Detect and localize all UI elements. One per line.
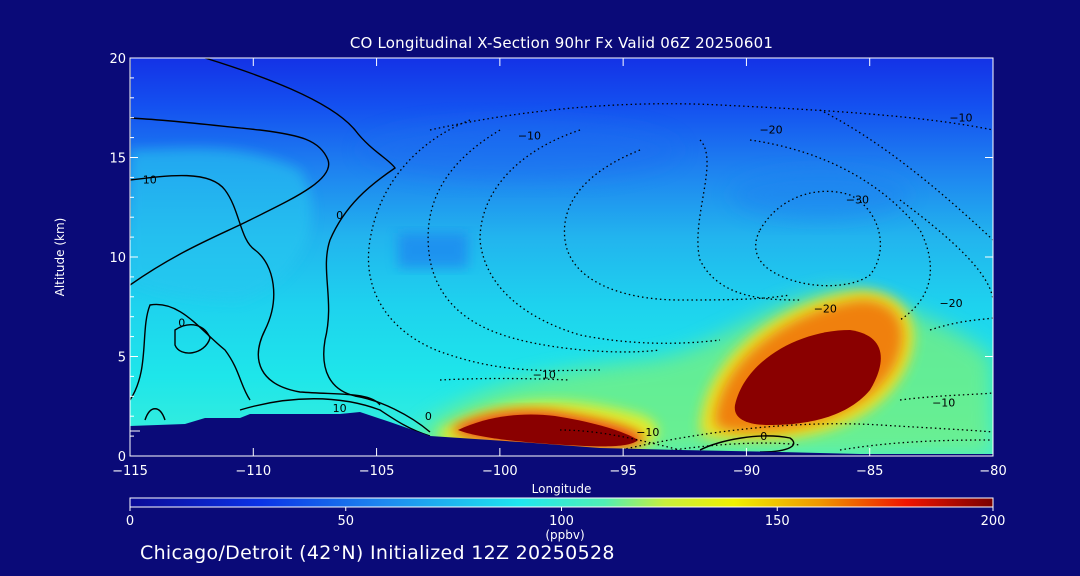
footer-caption: Chicago/Detroit (42°N) Initialized 12Z 2… <box>140 542 615 564</box>
contour-line <box>699 435 795 453</box>
contour-line <box>697 139 801 301</box>
contour-line <box>174 324 211 354</box>
contour-line <box>429 103 993 131</box>
contour-line <box>130 174 381 406</box>
contour-line <box>439 377 571 381</box>
contour-label: −10 <box>518 130 541 143</box>
y-tick-label: 10 <box>109 251 126 266</box>
contour-line <box>599 423 993 456</box>
contour-label: −10 <box>533 368 556 381</box>
co-field: 10 0 0 10 0 −10 −20 −30 −20 −20 −10 −10 −10 −10 0 <box>130 58 993 456</box>
contour-label: 0 <box>760 430 767 443</box>
y-axis: 0 5 10 15 20 <box>109 52 993 465</box>
colorbar-ticks: 0 50 100 150 200 <box>126 507 1006 529</box>
contour-line <box>427 129 661 353</box>
contour-label: −10 <box>949 112 972 125</box>
contour-labels: 10 0 0 10 0 −10 −20 −30 −20 −20 −10 −10 −10 −10 0 <box>143 112 973 443</box>
colorbar-tick-label: 200 <box>981 514 1006 529</box>
contour-line <box>559 429 681 451</box>
contour-label: 0 <box>178 317 185 330</box>
x-tick-label: −105 <box>359 464 395 479</box>
contour-label: 0 <box>425 410 432 423</box>
chart-title: CO Longitudinal X-Section 90hr Fx Valid … <box>349 34 774 52</box>
y-tick-label: 5 <box>118 351 126 366</box>
contour-line <box>479 129 721 344</box>
contour-label: −10 <box>636 426 659 439</box>
terrain <box>130 412 993 456</box>
x-tick-label: −100 <box>482 464 518 479</box>
contour-label: −10 <box>932 396 955 409</box>
x-tick-label: −85 <box>856 464 883 479</box>
x-axis: −115 −110 −105 −100 −95 −90 −85 −80 <box>112 58 1007 479</box>
colorbar-unit-label: (ppbv) <box>545 528 585 542</box>
contour-label: −20 <box>814 303 837 316</box>
x-tick-label: −115 <box>112 464 148 479</box>
colorbar-bar <box>129 497 994 508</box>
negative-contours <box>367 103 993 456</box>
positive-contours <box>130 58 795 453</box>
contour-label: −20 <box>759 124 782 137</box>
y-tick-label: 0 <box>118 450 126 465</box>
contour-label: 10 <box>143 173 157 186</box>
y-tick-label: 15 <box>109 152 126 167</box>
x-tick-label: −110 <box>235 464 271 479</box>
colorbar-tick-label: 100 <box>549 514 574 529</box>
contour-line <box>204 58 431 433</box>
colorbar-tick-label: 50 <box>337 514 354 529</box>
co-field-patch <box>730 170 910 220</box>
x-axis-label: Longitude <box>531 482 592 496</box>
x-tick-label: −80 <box>979 464 1006 479</box>
contour-line <box>130 117 330 286</box>
co-field-patch <box>360 120 680 180</box>
contour-line <box>839 439 993 451</box>
x-tick-label: −95 <box>609 464 636 479</box>
contour-line <box>144 408 166 421</box>
colorbar-tick-label: 150 <box>765 514 790 529</box>
contour-label: 0 <box>336 209 343 222</box>
contour-label: −30 <box>846 193 869 206</box>
contour-label: 10 <box>333 402 347 415</box>
contour-line <box>367 119 601 372</box>
colorbar-tick-label: 0 <box>126 514 134 529</box>
co-field-patch <box>398 233 468 268</box>
co-max-east <box>734 330 881 425</box>
contour-line <box>749 139 932 321</box>
contour-line <box>819 109 993 241</box>
contour-line <box>755 190 882 287</box>
contour-line <box>239 398 431 437</box>
y-tick-label: 20 <box>109 52 126 67</box>
x-tick-label: −90 <box>733 464 760 479</box>
contour-line <box>130 303 251 401</box>
contour-line <box>899 392 993 401</box>
co-max-west <box>458 414 638 447</box>
contour-label: −20 <box>939 297 962 310</box>
